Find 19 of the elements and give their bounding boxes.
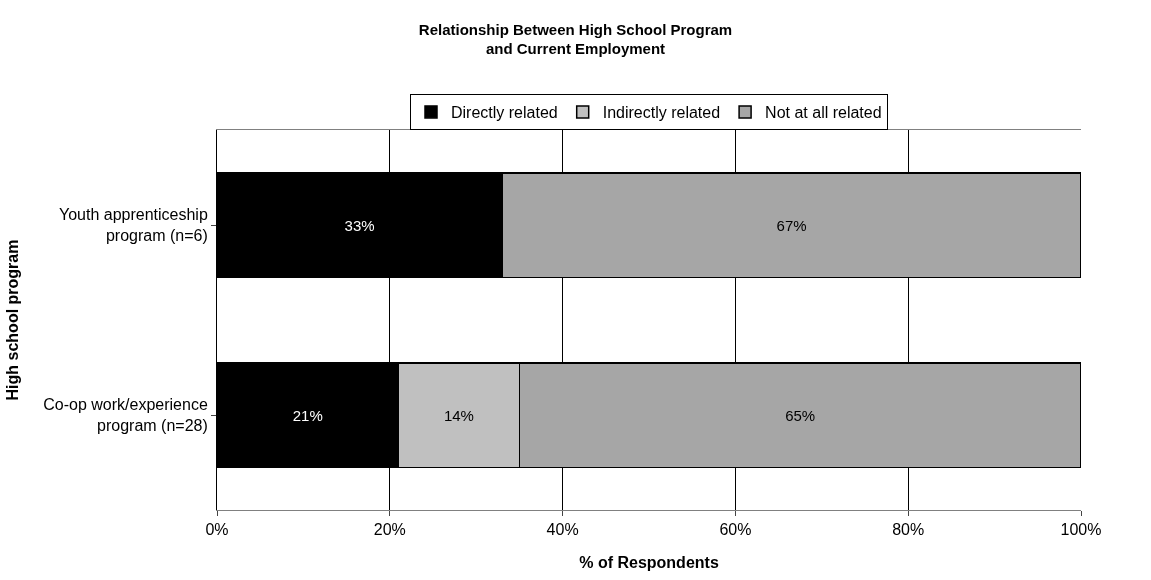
- x-tick-label: 60%: [719, 521, 752, 539]
- x-tick-label: 20%: [373, 521, 406, 539]
- y-axis-title: High school program: [4, 239, 22, 401]
- data-label: 67%: [776, 216, 807, 234]
- x-tick-label: 80%: [892, 521, 925, 539]
- x-axis-title: % of Respondents: [579, 554, 719, 571]
- legend-label: Directly related: [451, 104, 558, 122]
- y-tick-label: Co-op work/experience program (n=28): [43, 396, 208, 434]
- legend-label: Not at all related: [765, 104, 882, 122]
- x-tick-label: 0%: [205, 521, 229, 539]
- x-tick-label: 100%: [1060, 521, 1102, 539]
- legend-label: Indirectly related: [602, 104, 721, 122]
- data-label: 14%: [443, 406, 474, 424]
- data-label: 21%: [292, 406, 323, 424]
- x-tick-label: 40%: [546, 521, 579, 539]
- data-label: 33%: [344, 216, 375, 234]
- data-label: 65%: [785, 406, 816, 424]
- y-tick-label: Youth apprenticeship program (n=6): [58, 206, 208, 244]
- chart-title: Relationship Between High School Program and Current Employment: [418, 20, 733, 58]
